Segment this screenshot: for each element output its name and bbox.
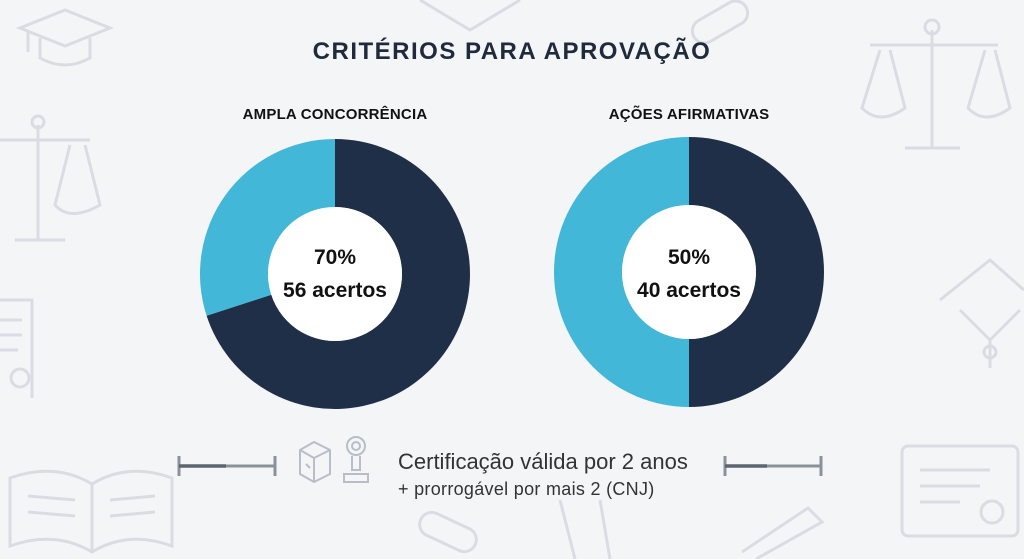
graduation-cap-icon (15, 8, 115, 67)
center-percent: 70% (313, 246, 357, 269)
donut-slice-1-1 (554, 137, 689, 407)
footer-icons (299, 436, 369, 484)
graduation-cap-icon (939, 258, 1024, 368)
donut-chart-acoes-afirmativas (554, 137, 824, 407)
left-bracket-decoration (177, 456, 277, 476)
chart-title-ampla-concorrencia: AMPLA CONCORRÊNCIA (242, 106, 428, 123)
donut-hole (268, 207, 402, 341)
donut-hole (622, 205, 756, 339)
donut-slice-0-0 (206, 139, 471, 409)
certification-extension-text: + prorrogável por mais 2 (CNJ) (398, 479, 655, 499)
pencil-icon (418, 499, 825, 559)
scales-of-justice-icon (0, 114, 102, 242)
center-percent: 50% (667, 246, 711, 269)
pencil-icon (419, 0, 750, 45)
right-bracket-decoration (723, 456, 823, 476)
diploma-icon (900, 444, 1020, 538)
open-book-icon (8, 469, 174, 554)
donut-slice-0-1 (199, 139, 335, 316)
box-icon (299, 440, 331, 484)
diploma-icon (0, 298, 34, 398)
donut-slice-1-0 (689, 137, 824, 407)
scales-of-justice-icon (860, 18, 1012, 150)
certificate-stamp-icon (343, 436, 369, 483)
page-title: CRITÉRIOS PARA APROVAÇÃO (312, 38, 712, 65)
chart-title-acoes-afirmativas: AÇÕES AFIRMATIVAS (608, 106, 770, 123)
chart-center-label-ampla: 70% 56 acertos (250, 241, 420, 307)
center-acertos: 40 acertos (637, 279, 741, 302)
center-acertos: 56 acertos (283, 279, 387, 302)
chart-center-label-acoes: 50% 40 acertos (604, 241, 774, 307)
donut-chart-ampla-concorrencia (199, 139, 471, 409)
certification-validity-text: Certificação válida por 2 anos (398, 449, 688, 474)
